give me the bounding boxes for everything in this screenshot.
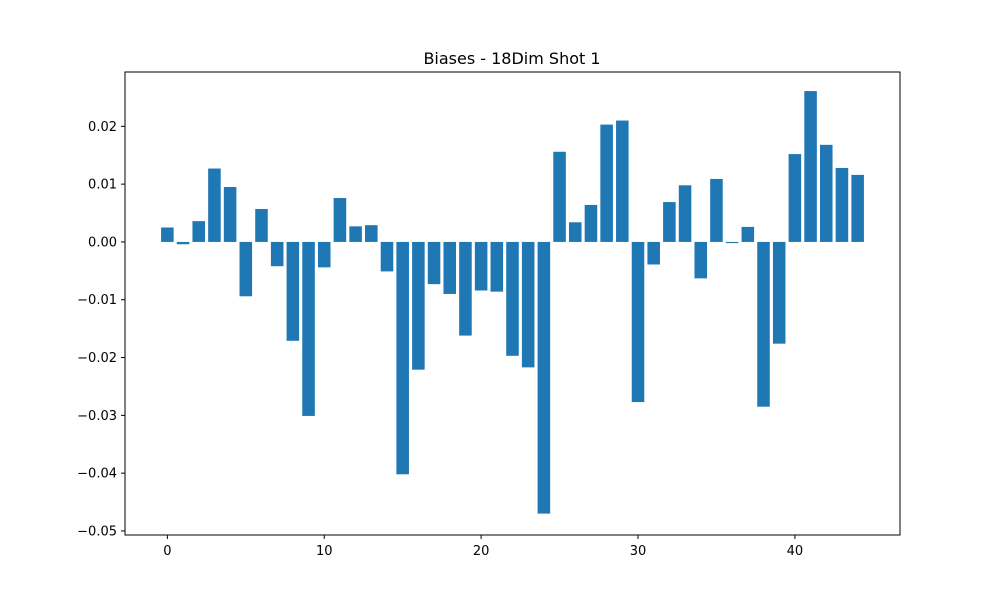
axes-group: 0 10 20 30 40 −0.05 −0.04 −0.03 −0.02 −0.01 0.00 0.… (77, 71, 901, 559)
bars-group (161, 91, 864, 514)
bar-23 (521, 241, 535, 368)
bar-13 (365, 225, 378, 242)
y-tick-label: −0.02 (77, 351, 117, 366)
bar-18 (443, 241, 457, 294)
x-tick-label: 10 (316, 544, 333, 559)
bar-7 (270, 241, 284, 267)
y-tick-label: 0.02 (88, 120, 117, 135)
x-tick-label: 0 (163, 544, 171, 559)
bar-17 (427, 241, 441, 285)
y-tick-label: 0.00 (88, 235, 117, 250)
x-tick-label: 30 (630, 544, 647, 559)
bar-36 (725, 241, 739, 244)
bar-42 (819, 144, 833, 242)
bar-9 (302, 241, 315, 416)
bar-32 (663, 202, 676, 242)
bar-28 (600, 124, 613, 242)
bar-12 (349, 226, 362, 242)
y-tick-label: −0.04 (77, 467, 117, 482)
bar-43 (835, 167, 849, 242)
bar-27 (584, 204, 598, 242)
bar-4 (223, 187, 237, 242)
bar-3 (208, 168, 221, 242)
plot-frame (124, 71, 901, 536)
y-tick-label: −0.03 (77, 409, 117, 424)
bar-44 (851, 174, 864, 242)
y-tick-label: −0.01 (77, 293, 117, 308)
bar-10 (317, 241, 331, 268)
bar-24 (537, 241, 551, 514)
bar-20 (474, 241, 488, 291)
bar-25 (553, 151, 566, 242)
bar-19 (459, 241, 472, 336)
x-tick-label: 40 (787, 544, 804, 559)
bar-2 (192, 221, 206, 242)
bar-16 (412, 241, 425, 370)
bar-6 (255, 208, 268, 242)
bar-15 (396, 241, 409, 475)
bar-11 (333, 198, 347, 242)
y-tick-label: −0.05 (77, 524, 117, 539)
bar-33 (678, 185, 692, 242)
bar-22 (506, 241, 519, 356)
bar-35 (710, 178, 723, 242)
bar-40 (788, 154, 802, 242)
bar-21 (490, 241, 504, 292)
bar-31 (647, 241, 660, 265)
bar-34 (694, 241, 708, 279)
bar-30 (631, 241, 645, 403)
bar-0 (161, 227, 174, 242)
bar-29 (616, 120, 629, 242)
bar-39 (772, 241, 786, 344)
bar-37 (741, 226, 755, 242)
bar-8 (286, 241, 300, 341)
bar-14 (380, 241, 394, 272)
bar-26 (568, 222, 582, 242)
bar-5 (239, 241, 253, 297)
x-tick-label: 20 (473, 544, 490, 559)
chart-title: Biases - 18Dim Shot 1 (423, 49, 600, 68)
bar-38 (757, 241, 770, 407)
y-tick-label: 0.01 (88, 178, 117, 193)
bar-1 (176, 241, 190, 245)
bar-41 (804, 91, 817, 242)
